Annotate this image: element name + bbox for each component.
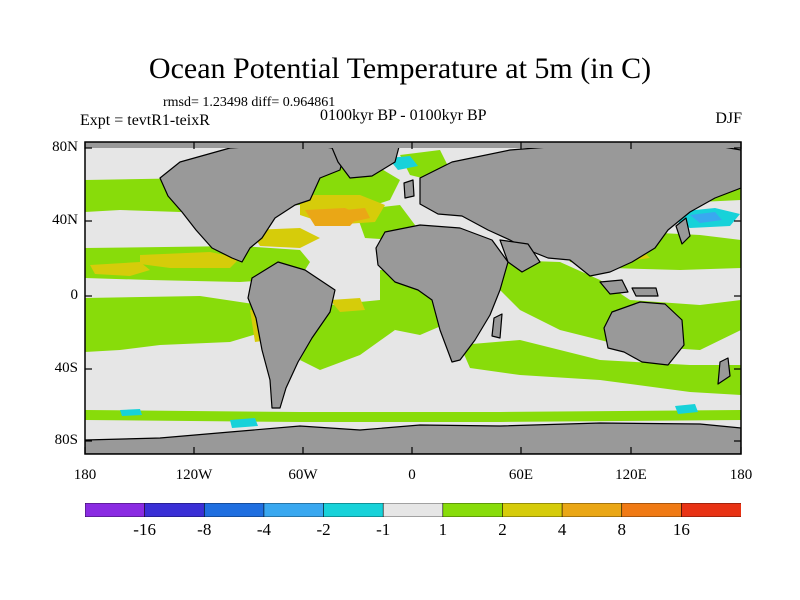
legend-swatch-3 xyxy=(263,503,325,517)
british-isles xyxy=(403,179,415,199)
arctic-land xyxy=(85,142,741,148)
lon-label-120e: 120E xyxy=(615,467,647,483)
map-frame xyxy=(84,141,742,455)
japan xyxy=(675,217,691,245)
legend-swatch-7 xyxy=(502,503,563,517)
period-label: 0100kyr BP - 0100kyr BP xyxy=(320,107,487,124)
legend-swatch-4 xyxy=(323,503,384,517)
legend-swatch-5 xyxy=(382,503,444,517)
stats-text: rmsd= 1.23498 diff= 0.964861 xyxy=(163,95,336,110)
legend-swatch-1 xyxy=(144,503,206,517)
legend-label-7: 4 xyxy=(557,520,567,539)
australia xyxy=(603,301,685,366)
legend-swatch-6 xyxy=(442,503,504,517)
legend-swatch-2 xyxy=(203,503,265,517)
legend-colorbar xyxy=(85,503,741,517)
legend-label-2: -4 xyxy=(256,520,271,539)
legend-label-1: -8 xyxy=(197,520,212,539)
legend-label-0: -16 xyxy=(133,520,156,539)
legend-label-3: -2 xyxy=(316,520,331,539)
lat-label-80s: 80S xyxy=(54,432,78,448)
figure-title: Ocean Potential Temperature at 5m (in C) xyxy=(148,52,652,85)
legend-label-8: 8 xyxy=(617,520,626,539)
legend-swatch-9 xyxy=(621,503,683,517)
lat-label-80n: 80N xyxy=(52,139,78,155)
south-america xyxy=(247,261,336,409)
lon-label-120w: 120W xyxy=(175,467,213,483)
lat-label-40s: 40S xyxy=(54,360,78,376)
legend-label-9: 16 xyxy=(672,520,690,539)
lat-label-0: 0 xyxy=(70,287,79,303)
africa xyxy=(375,224,509,363)
anomaly-orange-regions xyxy=(305,208,370,226)
season-label: DJF xyxy=(715,110,742,127)
legend-label-5: 1 xyxy=(438,520,448,539)
lon-label-0: 0 xyxy=(408,467,416,483)
land-masses xyxy=(85,142,741,454)
lon-label-180w: 180 xyxy=(73,467,97,483)
experiment-label: Expt = tevtR1-teixR xyxy=(80,112,210,129)
legend-swatch-10 xyxy=(681,503,741,517)
new-zealand xyxy=(717,357,731,385)
indonesia xyxy=(599,279,659,297)
lat-label-40n: 40N xyxy=(52,212,78,228)
lon-label-60w: 60W xyxy=(288,467,318,483)
antarctica xyxy=(85,422,741,454)
legend-label-4: -1 xyxy=(376,520,391,539)
arabia xyxy=(499,239,541,273)
lon-label-180e: 180 xyxy=(729,467,753,483)
lon-label-60e: 60E xyxy=(508,467,534,483)
legend-swatch-0 xyxy=(85,503,146,517)
madagascar xyxy=(491,313,503,339)
legend-label-6: 2 xyxy=(498,520,507,539)
axis-ticks xyxy=(84,142,742,454)
legend-swatch-8 xyxy=(561,503,623,517)
